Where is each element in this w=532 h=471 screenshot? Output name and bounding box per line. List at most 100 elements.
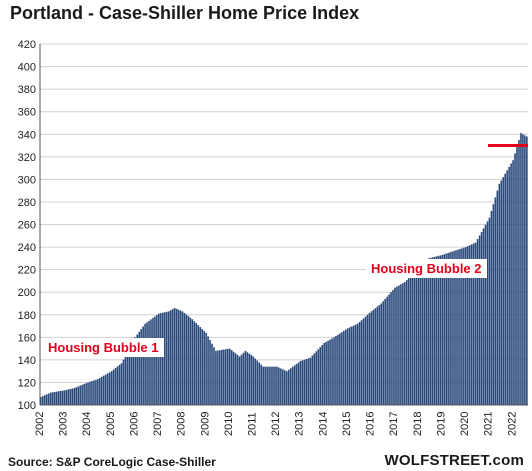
bar — [154, 316, 156, 405]
bar — [474, 242, 477, 405]
bar — [451, 251, 453, 405]
bar — [195, 323, 198, 405]
y-tick-label: 300 — [18, 174, 36, 186]
y-tick-label: 240 — [18, 242, 36, 254]
bar — [93, 380, 95, 405]
bar — [217, 350, 219, 405]
bar — [453, 250, 455, 405]
bar — [376, 306, 379, 405]
bar — [258, 362, 261, 405]
x-tick-label: 2007 — [152, 412, 164, 436]
y-tick-label: 380 — [18, 84, 36, 96]
bar — [55, 391, 58, 405]
bar — [476, 239, 479, 405]
bar — [75, 387, 78, 405]
bar — [276, 366, 278, 405]
bar — [183, 312, 186, 405]
bar — [144, 323, 146, 405]
x-tick-label: 2011 — [247, 412, 259, 436]
bar — [248, 353, 251, 405]
bar — [510, 163, 512, 405]
y-tick-label: 100 — [18, 400, 36, 412]
bar — [423, 262, 426, 405]
bar — [207, 336, 209, 405]
y-tick-label: 320 — [18, 152, 36, 164]
bar — [413, 272, 416, 405]
bar — [266, 366, 268, 405]
bar — [91, 381, 93, 405]
bar — [228, 348, 231, 405]
bar — [142, 326, 144, 405]
bar — [260, 364, 263, 405]
bar — [97, 379, 99, 405]
x-tick-label: 2010 — [223, 412, 235, 436]
bar — [492, 204, 495, 405]
bar — [303, 359, 306, 405]
bar — [335, 336, 337, 405]
bar — [299, 361, 302, 405]
bar — [79, 385, 81, 405]
bar — [297, 362, 300, 405]
bar — [226, 348, 229, 405]
bar — [293, 365, 296, 405]
bar — [223, 349, 225, 405]
bar — [51, 392, 54, 405]
bar — [120, 363, 123, 405]
bar — [99, 377, 101, 405]
bar — [323, 342, 325, 405]
bar — [219, 350, 221, 405]
bar — [482, 228, 485, 405]
x-tick-label: 2012 — [270, 412, 282, 436]
bar — [40, 397, 42, 405]
x-tick-label: 2020 — [459, 412, 471, 436]
bar — [61, 390, 64, 405]
bar — [364, 316, 367, 405]
y-tick-label: 420 — [18, 39, 36, 51]
bar — [406, 280, 408, 405]
bar — [53, 391, 56, 405]
bar — [333, 337, 335, 405]
bar — [514, 153, 516, 405]
bar — [165, 311, 168, 405]
bar — [152, 317, 154, 405]
bar — [69, 388, 72, 405]
bar — [378, 305, 381, 405]
bar — [470, 244, 473, 405]
bar — [264, 366, 266, 405]
bar — [148, 320, 150, 405]
bar — [339, 333, 341, 405]
bar — [319, 347, 322, 405]
bar — [459, 248, 461, 405]
x-tick-label: 2018 — [412, 412, 424, 436]
bar — [240, 354, 243, 405]
bar — [484, 224, 487, 405]
bar — [181, 311, 184, 405]
bar — [321, 345, 324, 405]
y-tick-label: 280 — [18, 197, 36, 209]
bar — [57, 391, 60, 405]
bar — [301, 360, 304, 405]
x-tick-label: 2006 — [128, 412, 140, 436]
bar — [282, 369, 284, 405]
bar — [417, 268, 420, 405]
bar — [108, 372, 111, 405]
bar — [522, 134, 524, 405]
bar — [104, 374, 107, 405]
bar — [274, 366, 276, 405]
bar — [352, 325, 355, 405]
bar — [457, 249, 459, 405]
x-tick-label: 2015 — [341, 412, 353, 436]
bar — [311, 355, 314, 405]
bar — [384, 298, 386, 405]
y-tick-label: 400 — [18, 62, 36, 74]
bar — [441, 254, 444, 405]
bar — [221, 349, 223, 405]
bar — [313, 353, 316, 405]
bar — [77, 386, 80, 405]
bar — [278, 367, 280, 405]
bar — [500, 180, 503, 405]
x-tick-label: 2004 — [81, 412, 93, 436]
bar — [43, 395, 46, 405]
bar — [187, 316, 190, 405]
